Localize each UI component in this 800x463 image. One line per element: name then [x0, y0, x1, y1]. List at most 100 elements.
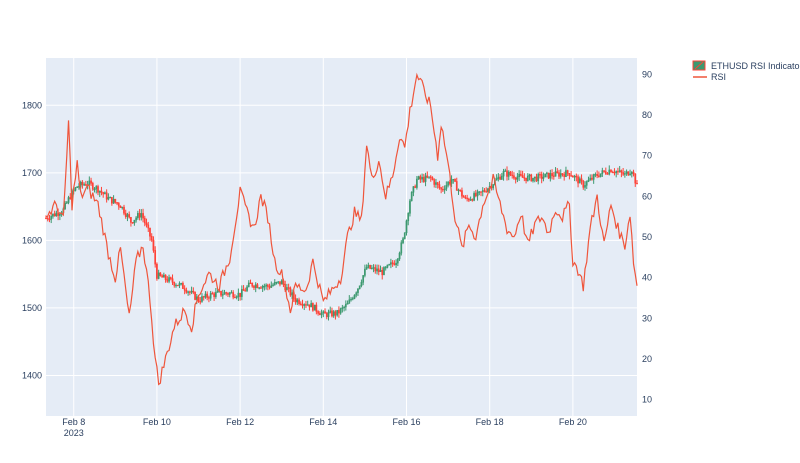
- y-tick-label: 1400: [22, 370, 42, 380]
- y-tick-label: 1500: [22, 303, 42, 313]
- candle-body: [64, 202, 66, 210]
- candle-body: [566, 170, 569, 174]
- candle-body: [159, 272, 162, 276]
- candle-body: [220, 290, 222, 296]
- candle-body: [563, 174, 566, 177]
- candle-body: [187, 291, 189, 293]
- candle-body: [357, 288, 359, 293]
- candle-body: [213, 293, 215, 297]
- y2-tick-label: 80: [642, 110, 652, 120]
- candle-body: [611, 171, 614, 174]
- candle-body: [433, 179, 436, 185]
- candle-body: [128, 214, 131, 218]
- candle-body: [395, 262, 397, 266]
- x-tick-label: Feb 14: [309, 417, 337, 427]
- candle-body: [513, 175, 515, 179]
- candle-body: [624, 173, 626, 175]
- candle-body: [332, 311, 335, 317]
- candle-body: [568, 173, 571, 176]
- candle-body: [102, 192, 105, 195]
- candle-body: [362, 275, 365, 283]
- candle-body: [325, 313, 328, 318]
- candle-body: [474, 193, 477, 197]
- candle-body: [629, 173, 631, 176]
- candle-body: [317, 311, 319, 314]
- candle-body: [601, 170, 604, 174]
- candle-body: [514, 177, 517, 180]
- candle-body: [374, 267, 377, 272]
- candle-body: [126, 214, 129, 217]
- candle-body: [265, 284, 267, 287]
- candle-body: [630, 171, 633, 175]
- candle-body: [59, 213, 61, 216]
- candle-body: [393, 263, 396, 266]
- candle-body: [320, 312, 323, 316]
- candle-body: [483, 190, 486, 192]
- candle-body: [546, 172, 548, 175]
- candle-body: [313, 304, 316, 311]
- y2-tick-label: 50: [642, 232, 652, 242]
- candle-body: [584, 185, 586, 188]
- candle-body: [457, 189, 460, 191]
- candle-body: [130, 217, 132, 223]
- x-tick-label: Feb 8: [62, 417, 85, 427]
- candle-body: [272, 284, 274, 286]
- candle-body: [154, 250, 157, 265]
- candle-body: [152, 239, 155, 251]
- candle-body: [318, 313, 321, 316]
- candle-body: [518, 173, 521, 178]
- candle-body: [116, 202, 118, 204]
- rsi-series: [45, 72, 638, 386]
- candle-body: [445, 185, 448, 190]
- candle-body: [431, 177, 434, 180]
- candle-body: [466, 197, 469, 200]
- candle-body: [360, 282, 363, 287]
- candle-body: [636, 182, 638, 185]
- candle-body: [369, 264, 371, 269]
- legend-item-candles[interactable]: ETHUSD RSI Indicator: [692, 60, 800, 71]
- candle-body: [426, 175, 429, 178]
- candle-body: [481, 190, 484, 193]
- candle-body: [85, 184, 87, 186]
- grid-lines: [46, 58, 637, 416]
- candle-body: [117, 203, 120, 207]
- candle-body: [383, 267, 385, 276]
- candle-body: [235, 296, 238, 298]
- candle-body: [377, 268, 380, 273]
- candle-body: [124, 213, 127, 217]
- candle-body: [402, 238, 404, 243]
- plot-area: [46, 58, 637, 416]
- candle-body: [169, 277, 172, 279]
- candle-body: [376, 268, 378, 272]
- candle-body: [121, 206, 124, 209]
- candle-body: [343, 306, 345, 309]
- legend[interactable]: ETHUSD RSI Indicator RSI: [692, 60, 800, 82]
- candle-body: [353, 294, 356, 299]
- candle-body: [256, 284, 259, 289]
- candle-body: [227, 293, 229, 295]
- candle-body: [535, 176, 538, 182]
- candle-body: [341, 307, 344, 309]
- candle-body: [559, 173, 562, 177]
- legend-swatch-candles-wick: [694, 61, 704, 70]
- candle-body: [632, 171, 635, 175]
- candle-body: [260, 287, 262, 289]
- candle-body: [183, 288, 186, 291]
- candle-body: [93, 188, 96, 190]
- candle-body: [52, 213, 54, 217]
- candle-body: [145, 222, 148, 226]
- candle-body: [46, 217, 49, 220]
- candle-body: [119, 205, 122, 208]
- candle-body: [461, 190, 463, 197]
- candle-body: [591, 177, 593, 180]
- legend-item-rsi[interactable]: RSI: [693, 72, 726, 82]
- candle-body: [329, 310, 332, 313]
- candle-body: [348, 299, 351, 304]
- candle-body: [109, 196, 111, 199]
- candle-body: [554, 171, 557, 177]
- candle-body: [199, 301, 202, 303]
- candle-body: [388, 264, 391, 266]
- candle-body: [150, 236, 153, 241]
